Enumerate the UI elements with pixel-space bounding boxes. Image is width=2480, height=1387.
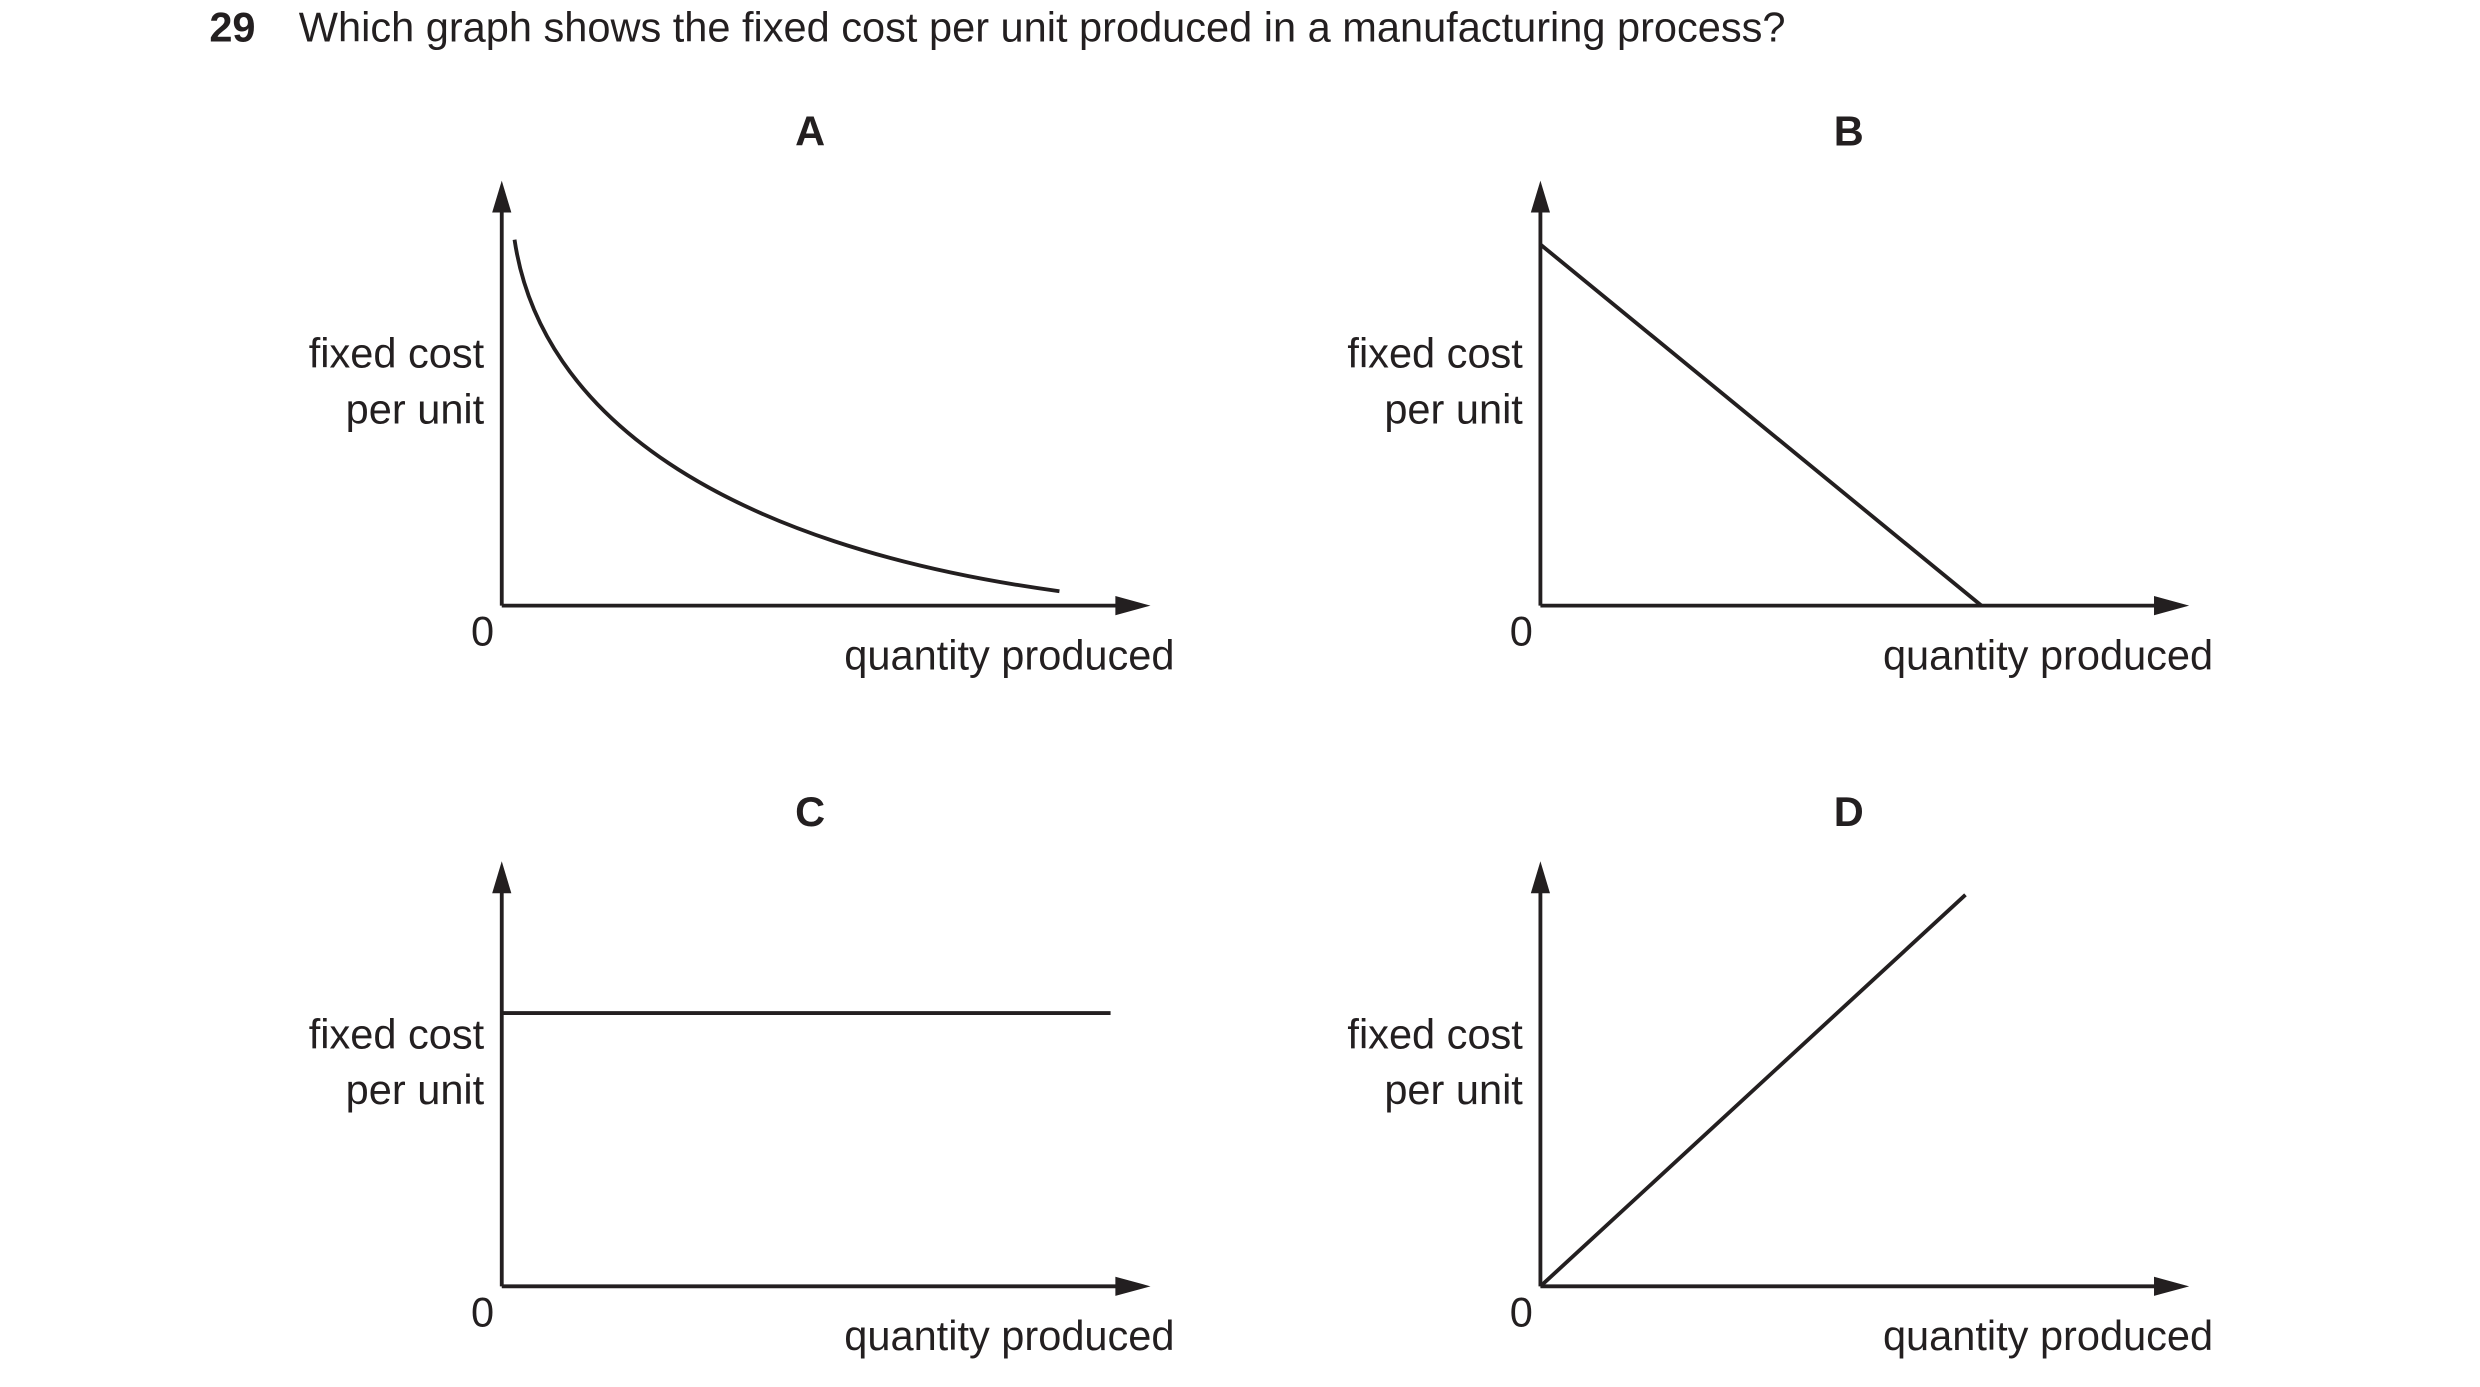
graph-line — [512, 239, 1060, 594]
origin-label: 0 — [1510, 1288, 1533, 1335]
y-axis-label: per unit — [1384, 1066, 1523, 1113]
y-axis-arrow — [1530, 180, 1550, 213]
origin-label: 0 — [1510, 608, 1533, 655]
y-axis-label: fixed cost — [309, 1010, 485, 1057]
y-axis-label: fixed cost — [1347, 1010, 1523, 1057]
y-axis-label: per unit — [346, 1066, 485, 1113]
x-axis-label: quantity produced — [844, 632, 1174, 679]
x-axis-arrow — [1115, 1276, 1151, 1296]
y-axis-label: fixed cost — [1347, 330, 1523, 377]
y-axis-arrow — [492, 861, 512, 894]
question-number: 29 — [209, 4, 255, 51]
x-axis-arrow — [1115, 596, 1151, 616]
y-axis-arrow — [1530, 861, 1550, 894]
x-axis-label: quantity produced — [844, 1312, 1174, 1359]
x-axis-label: quantity produced — [1883, 1312, 2213, 1359]
y-axis-label: per unit — [346, 385, 485, 432]
graph-label: D — [1834, 788, 1864, 835]
question-text: Which graph shows the fixed cost per uni… — [299, 4, 1786, 51]
origin-label: 0 — [471, 608, 494, 655]
graph-line — [1539, 242, 1983, 608]
x-axis-arrow — [2154, 1276, 2190, 1296]
y-axis-label: per unit — [1384, 385, 1523, 432]
x-axis-arrow — [2154, 596, 2190, 616]
graph-label: B — [1834, 107, 1864, 154]
x-axis-label: quantity produced — [1883, 632, 2213, 679]
origin-label: 0 — [471, 1288, 494, 1335]
graph-label: C — [795, 788, 825, 835]
graph-line — [1539, 893, 1967, 1288]
y-axis-arrow — [492, 180, 512, 213]
graph-label: A — [795, 107, 825, 154]
y-axis-label: fixed cost — [309, 330, 485, 377]
